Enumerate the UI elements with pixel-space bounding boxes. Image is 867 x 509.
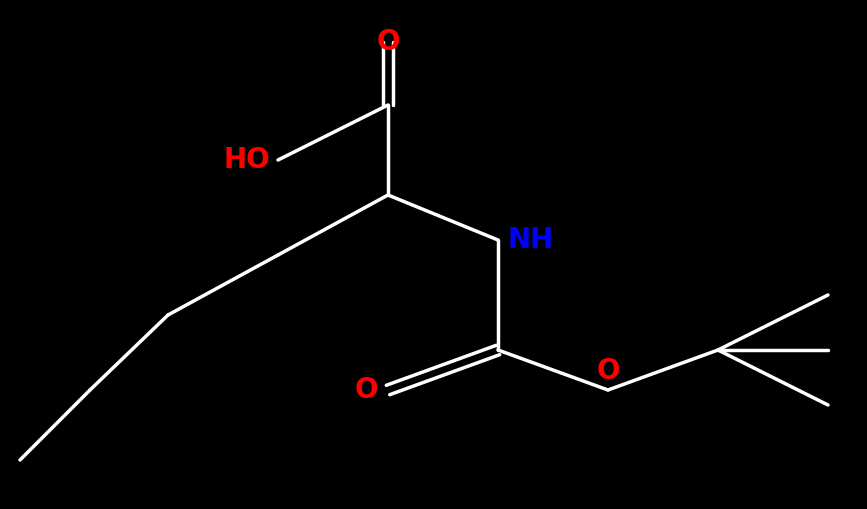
- Text: O: O: [376, 28, 400, 56]
- Text: O: O: [596, 357, 620, 385]
- Text: HO: HO: [224, 146, 270, 174]
- Text: O: O: [355, 376, 378, 404]
- Text: NH: NH: [508, 226, 554, 254]
